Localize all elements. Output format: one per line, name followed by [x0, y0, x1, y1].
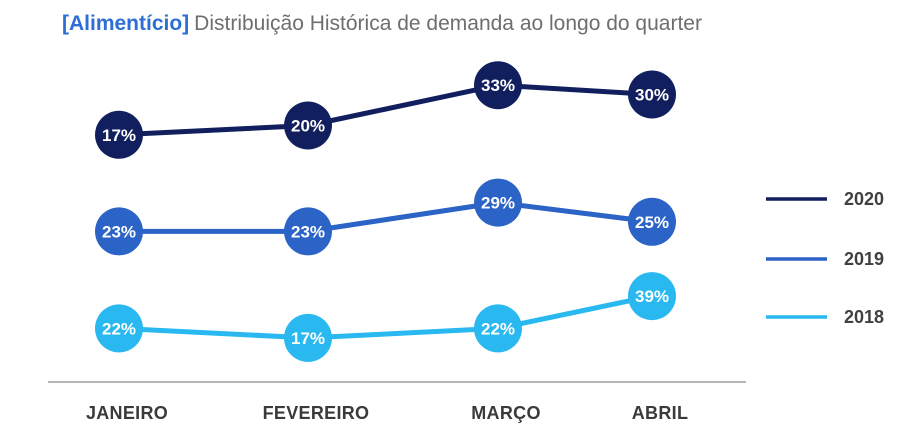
data-point-label-2020-abril: 30%	[635, 86, 669, 105]
data-point-2020-abril	[628, 70, 676, 119]
x-axis-label-janeiro: JANEIRO	[86, 403, 168, 423]
series-line-2018	[116, 293, 655, 341]
data-point-label-2019-fevereiro: 23%	[291, 222, 325, 241]
chart-title: [Alimentício] Distribuição Histórica de d…	[62, 11, 702, 37]
data-point-label-2019-janeiro: 23%	[102, 222, 136, 241]
legend-label-2020: 2020	[844, 189, 884, 209]
series-line-2020	[116, 82, 655, 138]
chart-title-category: [Alimentício]	[62, 12, 190, 35]
data-point-2019-abril	[628, 197, 676, 246]
data-point-label-2019-abril: 25%	[635, 213, 669, 232]
data-point-2019-março	[474, 178, 522, 227]
data-point-2019-fevereiro	[284, 207, 332, 256]
data-point-2018-fevereiro	[284, 313, 332, 362]
data-point-2018-abril	[628, 272, 676, 321]
chart-title-text: Distribuição Histórica de demanda ao lon…	[194, 12, 702, 35]
legend-label-2018: 2018	[844, 307, 884, 327]
x-axis-label-abril: ABRIL	[632, 403, 689, 423]
data-point-2019-janeiro	[95, 207, 143, 256]
data-point-2018-janeiro	[95, 304, 143, 353]
data-point-2020-março	[474, 61, 522, 110]
data-point-label-2018-janeiro: 22%	[102, 319, 136, 338]
data-point-2018-março	[474, 304, 522, 353]
data-point-label-2018-fevereiro: 17%	[291, 329, 325, 348]
data-point-label-2020-janeiro: 17%	[102, 126, 136, 145]
data-point-label-2020-março: 33%	[481, 76, 515, 95]
series-line-2019	[116, 200, 655, 234]
legend-label-2019: 2019	[844, 249, 884, 269]
data-point-label-2018-abril: 39%	[635, 287, 669, 306]
data-point-2020-fevereiro	[284, 101, 332, 150]
x-axis-label-fevereiro: FEVEREIRO	[263, 403, 370, 423]
data-point-label-2019-março: 29%	[481, 194, 515, 213]
data-point-label-2020-fevereiro: 20%	[291, 117, 325, 136]
x-axis-label-março: MARÇO	[471, 403, 541, 423]
data-point-label-2018-março: 22%	[481, 319, 515, 338]
data-point-2020-janeiro	[95, 110, 143, 159]
